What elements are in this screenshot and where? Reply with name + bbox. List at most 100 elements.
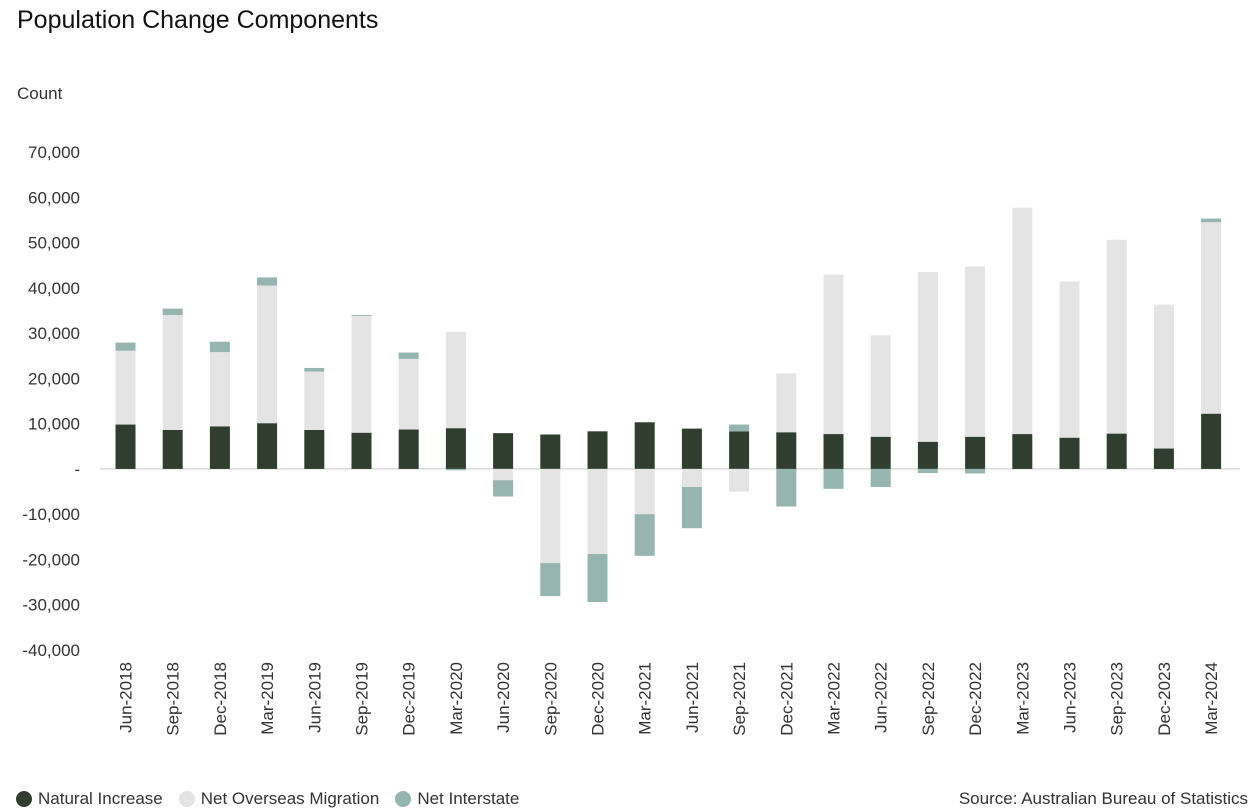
natural-increase-bar <box>540 434 561 469</box>
net-overseas-migration-bar <box>634 468 655 515</box>
x-tick-label: Mar-2022 <box>825 662 844 735</box>
net-overseas-migration-bar <box>209 352 230 427</box>
natural-increase-bar <box>493 433 514 469</box>
net-overseas-migration-bar <box>257 285 278 424</box>
net-overseas-migration-bar <box>351 315 372 433</box>
net-overseas-migration-bar <box>1012 207 1033 435</box>
net-interstate-bar <box>1201 218 1222 223</box>
net-interstate-bar <box>776 468 797 507</box>
y-tick-label: -20,000 <box>22 550 80 569</box>
bar-series <box>115 207 1222 603</box>
x-tick-label: Sep-2023 <box>1108 662 1127 736</box>
net-interstate-bar <box>398 352 419 359</box>
y-tick-label: 70,000 <box>28 143 80 162</box>
x-tick-label: Dec-2020 <box>589 662 608 736</box>
net-overseas-migration-bar <box>162 314 183 430</box>
net-overseas-migration-bar <box>776 373 797 433</box>
y-tick-label: 10,000 <box>28 415 80 434</box>
legend-label: Natural Increase <box>38 789 163 808</box>
net-overseas-migration-bar <box>398 358 419 430</box>
y-tick-label: - <box>74 460 80 479</box>
x-tick-label: Jun-2021 <box>683 662 702 733</box>
natural-increase-bar <box>115 424 136 469</box>
x-tick-label: Sep-2018 <box>164 662 183 736</box>
x-tick-label: Jun-2019 <box>305 662 324 733</box>
net-interstate-bar <box>445 468 466 471</box>
x-tick-label: Dec-2021 <box>777 662 796 736</box>
legend-label: Net Overseas Migration <box>200 789 380 808</box>
net-overseas-migration-bar <box>681 468 702 488</box>
net-overseas-migration-bar <box>965 266 986 437</box>
net-overseas-migration-bar <box>917 271 938 442</box>
net-interstate-bar <box>540 563 561 597</box>
x-tick-label: Sep-2019 <box>353 662 372 736</box>
net-overseas-migration-bar <box>870 335 891 437</box>
natural-increase-bar <box>445 428 466 469</box>
x-tick-label: Dec-2018 <box>211 662 230 736</box>
x-tick-label: Jun-2018 <box>117 662 136 733</box>
legend-item-net-interstate: Net Interstate <box>395 789 519 809</box>
natural-increase-bar <box>351 432 372 469</box>
net-overseas-migration-bar <box>1201 222 1222 414</box>
net-interstate-bar <box>681 487 702 529</box>
natural-increase-bar <box>398 429 419 469</box>
net-interstate-bar <box>304 367 325 372</box>
natural-increase-bar <box>729 431 750 469</box>
natural-increase-bar <box>587 431 608 469</box>
natural-increase-bar <box>1012 434 1033 469</box>
net-overseas-migration-bar <box>823 274 844 435</box>
net-overseas-migration-bar <box>445 331 466 429</box>
x-axis-ticks: Jun-2018 Sep-2018 Dec-2018 Mar-2019 Jun-2019… <box>117 662 1222 736</box>
legend-label: Net Interstate <box>417 789 520 808</box>
natural-increase-bar <box>257 423 278 469</box>
x-tick-label: Sep-2021 <box>730 662 749 736</box>
natural-increase-bar <box>681 428 702 469</box>
net-overseas-migration-bar <box>1059 281 1080 438</box>
natural-increase-bar <box>162 429 183 469</box>
y-tick-label: 40,000 <box>28 279 80 298</box>
y-tick-label: -10,000 <box>22 505 80 524</box>
x-tick-label: Mar-2019 <box>258 662 277 735</box>
x-tick-label: Sep-2020 <box>541 662 560 736</box>
natural-increase-bar <box>1059 437 1080 469</box>
y-axis-ticks: 70,000 60,000 50,000 40,000 30,000 20,000 10,0… <box>22 143 80 660</box>
y-tick-label: 60,000 <box>28 188 80 207</box>
net-overseas-migration-swatch-icon <box>178 791 195 807</box>
x-tick-label: Mar-2024 <box>1202 662 1221 735</box>
net-interstate-bar <box>729 424 750 432</box>
net-overseas-migration-bar <box>304 371 325 430</box>
natural-increase-bar <box>917 441 938 469</box>
x-tick-label: Jun-2023 <box>1061 662 1080 733</box>
y-tick-label: 50,000 <box>28 234 80 253</box>
x-tick-label: Mar-2020 <box>447 662 466 735</box>
natural-increase-bar <box>304 429 325 469</box>
net-interstate-bar <box>162 308 183 315</box>
natural-increase-bar <box>634 422 655 469</box>
x-tick-label: Sep-2022 <box>919 662 938 736</box>
net-interstate-bar <box>257 277 278 286</box>
natural-increase-bar <box>776 432 797 469</box>
natural-increase-bar <box>1106 433 1127 469</box>
y-tick-label: 20,000 <box>28 369 80 388</box>
legend: Natural Increase Net Overseas Migration … <box>16 789 535 809</box>
x-tick-label: Dec-2022 <box>966 662 985 736</box>
legend-item-net-overseas-migration: Net Overseas Migration <box>178 789 380 809</box>
x-tick-label: Dec-2019 <box>400 662 419 736</box>
net-overseas-migration-bar <box>1106 239 1127 434</box>
net-interstate-bar <box>587 554 608 603</box>
population-chart: 70,000 60,000 50,000 40,000 30,000 20,000 10,0… <box>22 143 1240 736</box>
net-interstate-bar <box>209 341 230 353</box>
natural-increase-bar <box>209 426 230 469</box>
legend-item-natural-increase: Natural Increase <box>16 789 163 809</box>
y-axis-label: Count <box>17 84 63 103</box>
natural-increase-bar <box>1201 413 1222 469</box>
x-tick-label: Mar-2023 <box>1013 662 1032 735</box>
chart-title: Population Change Components <box>17 6 379 34</box>
net-overseas-migration-bar <box>493 468 514 481</box>
net-interstate-bar <box>917 468 938 473</box>
natural-increase-swatch-icon <box>16 791 32 807</box>
net-overseas-migration-bar <box>729 468 750 492</box>
x-tick-label: Jun-2022 <box>872 662 891 733</box>
net-overseas-migration-bar <box>115 350 136 425</box>
net-interstate-bar <box>870 468 891 488</box>
